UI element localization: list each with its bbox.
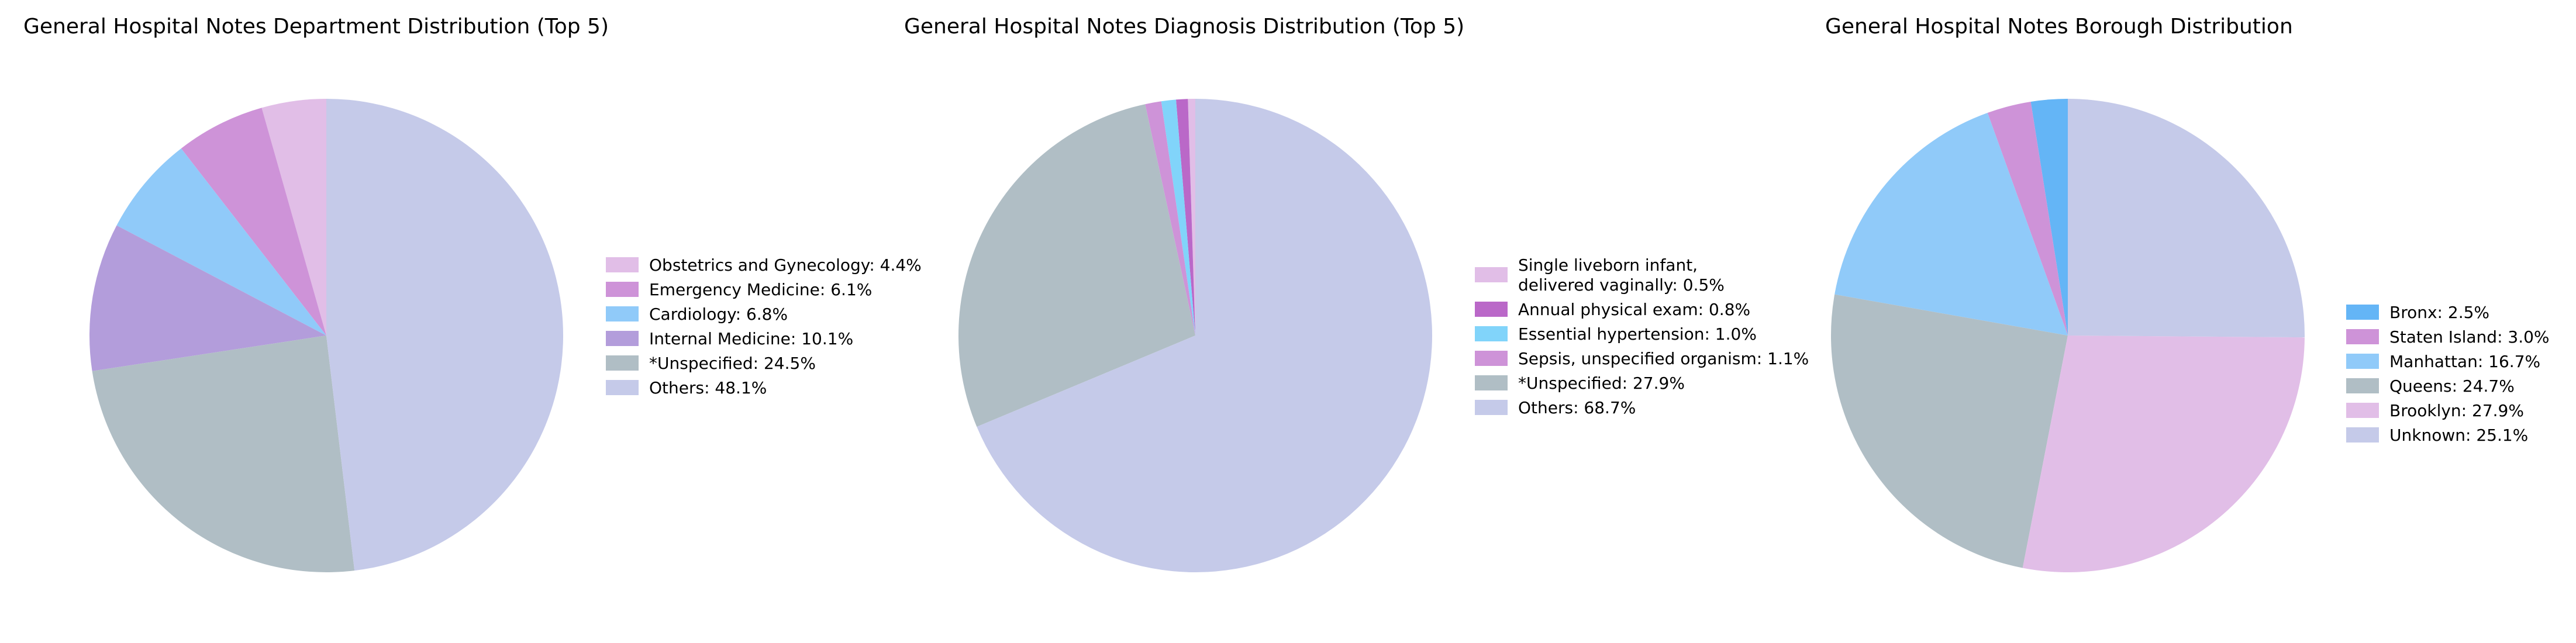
legend-swatch [606, 355, 639, 371]
pie-slice-single-liveborn-infant-delivered-vaginally [1188, 99, 1195, 336]
legend-borough: Bronx: 2.5% Staten Island: 3.0% Manhattan:… [2346, 303, 2550, 445]
legend-swatch [2346, 378, 2379, 393]
legend-item-manhattan: Manhattan: 16.7% [2346, 352, 2540, 371]
pie-slice-bronx [2030, 99, 2068, 336]
legend-swatch [2346, 427, 2379, 443]
pie-slice-unspecified [92, 336, 355, 573]
legend-label: delivered vaginally: 0.5% [1518, 275, 1725, 295]
legend-label: Essential hypertension: 1.0% [1518, 324, 1757, 344]
legend-item-single-liveborn-infant-delivered-vaginally: Single liveborn infant,delivered vaginal… [1475, 255, 1725, 295]
chart-title-diagnosis: General Hospital Notes Diagnosis Distrib… [904, 15, 1464, 39]
legend-label: Cardiology: 6.8% [649, 305, 788, 324]
legend-label: Emergency Medicine: 6.1% [649, 280, 872, 299]
legend-item-bronx: Bronx: 2.5% [2346, 303, 2489, 322]
legend-item-annual-physical-exam: Annual physical exam: 0.8% [1475, 300, 1750, 319]
legend-item-others: Others: 48.1% [606, 378, 767, 397]
legend-swatch [1475, 326, 1508, 341]
legend-item-unspecified: *Unspecified: 24.5% [606, 354, 816, 373]
pie-slice-emergency-medicine [181, 108, 326, 336]
legend-department: Obstetrics and Gynecology: 4.4% Emergency… [606, 255, 922, 397]
legend-label: Others: 48.1% [649, 378, 767, 397]
pie-slice-staten-island [1987, 102, 2068, 336]
legend-item-unspecified: *Unspecified: 27.9% [1475, 374, 1685, 393]
legend-label: *Unspecified: 24.5% [649, 354, 816, 373]
pie-slice-unspecified [958, 104, 1195, 427]
legend-swatch [2346, 403, 2379, 418]
legend-swatch [606, 306, 639, 322]
legend-swatch [2346, 329, 2379, 344]
legend-label: Obstetrics and Gynecology: 4.4% [649, 255, 922, 275]
legend-label: Bronx: 2.5% [2389, 303, 2489, 322]
legend-swatch [1475, 351, 1508, 366]
legend-swatch [2346, 354, 2379, 369]
chart-title-borough: General Hospital Notes Borough Distribut… [1825, 15, 2293, 39]
legend-label: *Unspecified: 27.9% [1518, 374, 1685, 393]
legend-swatch [1475, 375, 1508, 390]
legend-item-emergency-medicine: Emergency Medicine: 6.1% [606, 280, 872, 299]
legend-item-essential-hypertension: Essential hypertension: 1.0% [1475, 324, 1757, 344]
pie-slice-cardiology [116, 148, 327, 336]
legend-label: Brooklyn: 27.9% [2389, 401, 2524, 420]
legend-swatch [606, 282, 639, 297]
legend-item-obstetrics-and-gynecology: Obstetrics and Gynecology: 4.4% [606, 255, 922, 275]
legend-swatch [606, 380, 639, 395]
legend-label: Single liveborn infant, [1518, 255, 1698, 275]
pie-slice-sepsis-unspecified-organism [1145, 101, 1195, 336]
legend-diagnosis: Single liveborn infant,delivered vaginal… [1475, 255, 1809, 417]
pie-borough [1830, 99, 2305, 573]
legend-swatch [1475, 267, 1508, 282]
pie-slice-others [977, 99, 1433, 572]
legend-item-cardiology: Cardiology: 6.8% [606, 305, 788, 324]
pie-slice-internal-medicine [89, 225, 326, 371]
legend-label: Queens: 24.7% [2389, 376, 2515, 396]
legend-label: Others: 68.7% [1518, 398, 1636, 417]
legend-label: Annual physical exam: 0.8% [1518, 300, 1750, 319]
pie-slice-obstetrics-and-gynecology [261, 99, 326, 336]
legend-item-internal-medicine: Internal Medicine: 10.1% [606, 329, 853, 348]
pie-slice-others [326, 99, 564, 571]
pie-slice-manhattan [1834, 112, 2068, 336]
legend-item-brooklyn: Brooklyn: 27.9% [2346, 401, 2524, 420]
pie-diagnosis [958, 99, 1433, 572]
legend-label: Internal Medicine: 10.1% [649, 329, 853, 348]
legend-item-sepsis-unspecified-organism: Sepsis, unspecified organism: 1.1% [1475, 349, 1809, 368]
legend-label: Sepsis, unspecified organism: 1.1% [1518, 349, 1809, 368]
legend-item-unknown: Unknown: 25.1% [2346, 426, 2528, 445]
legend-swatch [2346, 305, 2379, 320]
legend-label: Manhattan: 16.7% [2389, 352, 2540, 371]
pie-slice-essential-hypertension [1161, 99, 1195, 336]
legend-label: Staten Island: 3.0% [2389, 327, 2550, 347]
pie-slice-annual-physical-exam [1175, 99, 1195, 336]
pie-slice-queens [1830, 294, 2068, 568]
legend-item-others: Others: 68.7% [1475, 398, 1636, 417]
legend-swatch [606, 257, 639, 272]
legend-swatch [606, 331, 639, 346]
legend-label: Unknown: 25.1% [2389, 426, 2528, 445]
pie-slice-unknown [2068, 99, 2305, 338]
chart-title-department: General Hospital Notes Department Distri… [23, 15, 609, 39]
legend-swatch [1475, 302, 1508, 317]
legend-item-queens: Queens: 24.7% [2346, 376, 2515, 396]
legend-swatch [1475, 400, 1508, 415]
pie-slice-brooklyn [2022, 336, 2305, 573]
legend-item-staten-island: Staten Island: 3.0% [2346, 327, 2550, 347]
pie-department [89, 99, 564, 573]
